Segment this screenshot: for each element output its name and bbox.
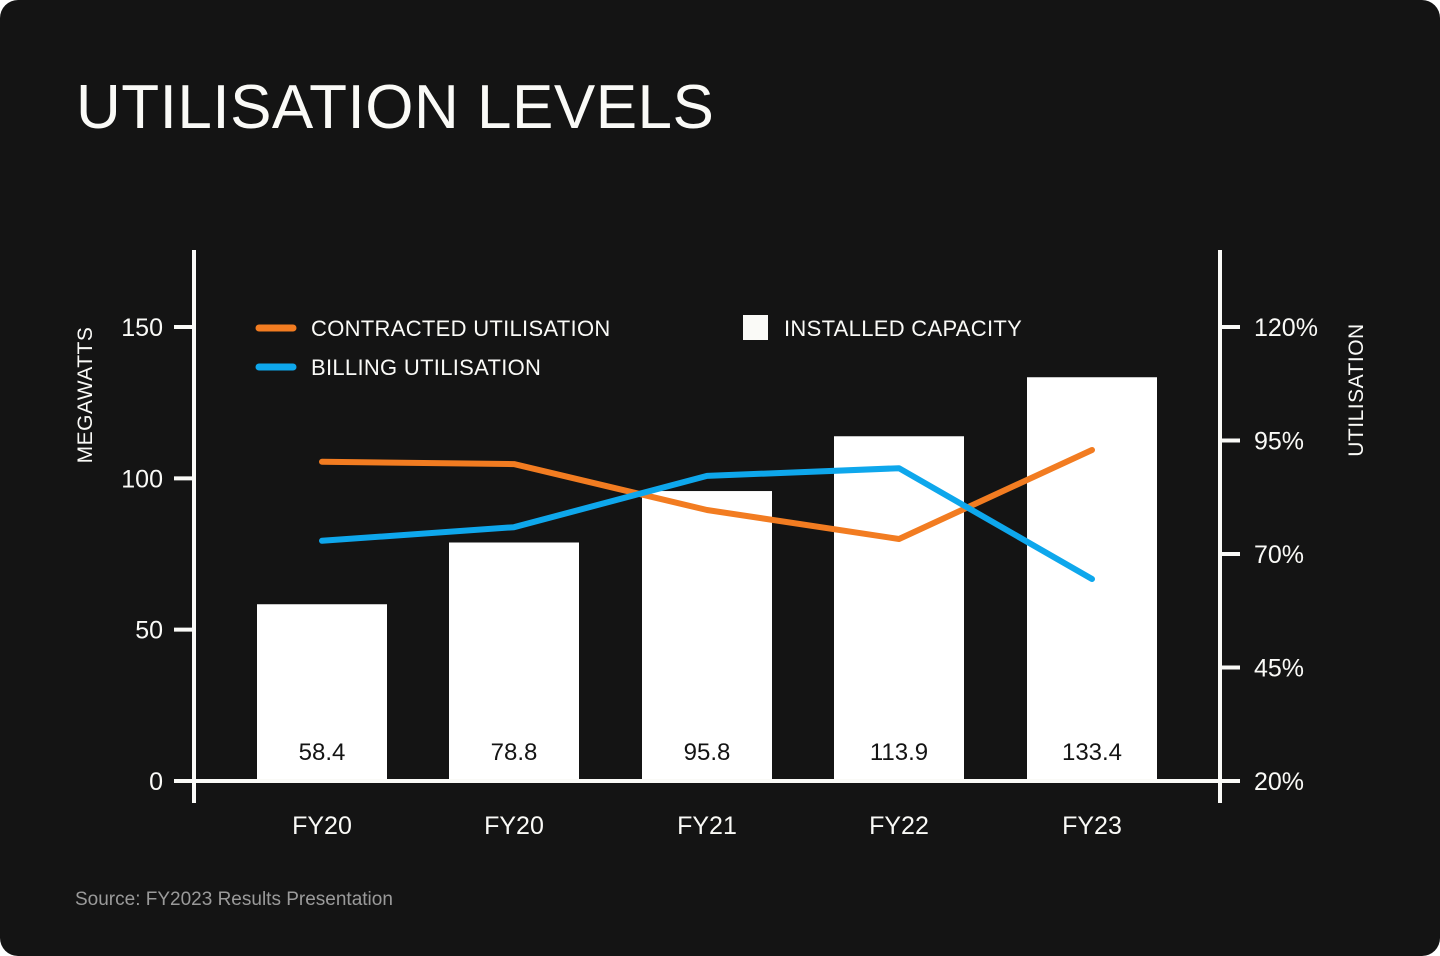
bar-data-label: 95.8 (684, 739, 731, 766)
right-tick-label: 70% (1254, 541, 1304, 569)
left-tick-label: 50 (135, 617, 163, 645)
lines-layer (319, 447, 1095, 582)
bar-installed-capacity[interactable] (642, 491, 772, 781)
bar-data-label: 58.4 (299, 739, 346, 766)
x-tick-label: FY23 (1062, 812, 1122, 840)
left-axis-title: MEGAWATTS (74, 327, 97, 464)
right-axis-title: UTILISATION (1345, 323, 1368, 456)
x-tick-label: FY20 (292, 812, 352, 840)
bar-installed-capacity[interactable] (834, 436, 964, 781)
right-tick-label: 45% (1254, 655, 1304, 683)
chart-title: UTILISATION LEVELS (76, 73, 715, 142)
line-contracted-utilisation[interactable] (319, 447, 1095, 542)
source-note: Source: FY2023 Results Presentation (75, 889, 393, 910)
legend-item-installed[interactable]: INSTALLED CAPACITY (743, 315, 1022, 341)
legend-label-billing: BILLING UTILISATION (311, 355, 541, 380)
legend-item-billing[interactable]: BILLING UTILISATION (255, 355, 541, 380)
bar-installed-capacity[interactable] (257, 604, 387, 781)
left-tick-label: 100 (121, 465, 163, 493)
legend-swatch-installed (743, 315, 768, 340)
x-tick-label: FY22 (869, 812, 929, 840)
axes-layer (174, 250, 1240, 803)
labels-layer: 58.4 78.8 95.8 113.9 133.4 FY20 FY20 FY21 FY22 FY… (121, 314, 1318, 840)
legend: CONTRACTED UTILISATION BILLING UTILISATI… (255, 315, 1022, 380)
bars-layer (257, 377, 1157, 781)
line-billing-utilisation[interactable] (319, 465, 1095, 582)
bar-data-label: 133.4 (1062, 739, 1122, 766)
x-tick-label: FY21 (677, 812, 737, 840)
bar-data-label: 78.8 (491, 739, 538, 766)
x-tick-label: FY20 (484, 812, 544, 840)
bar-data-label: 113.9 (870, 739, 928, 766)
legend-label-contracted: CONTRACTED UTILISATION (311, 316, 611, 341)
right-tick-label: 120% (1254, 314, 1318, 342)
right-tick-label: 95% (1254, 428, 1304, 456)
legend-item-contracted[interactable]: CONTRACTED UTILISATION (255, 316, 611, 341)
right-tick-label: 20% (1254, 768, 1304, 796)
left-tick-label: 0 (149, 768, 163, 796)
ticks-layer (174, 325, 1240, 783)
bar-installed-capacity[interactable] (449, 542, 579, 781)
left-tick-label: 150 (121, 314, 163, 342)
legend-label-installed: INSTALLED CAPACITY (784, 316, 1022, 341)
